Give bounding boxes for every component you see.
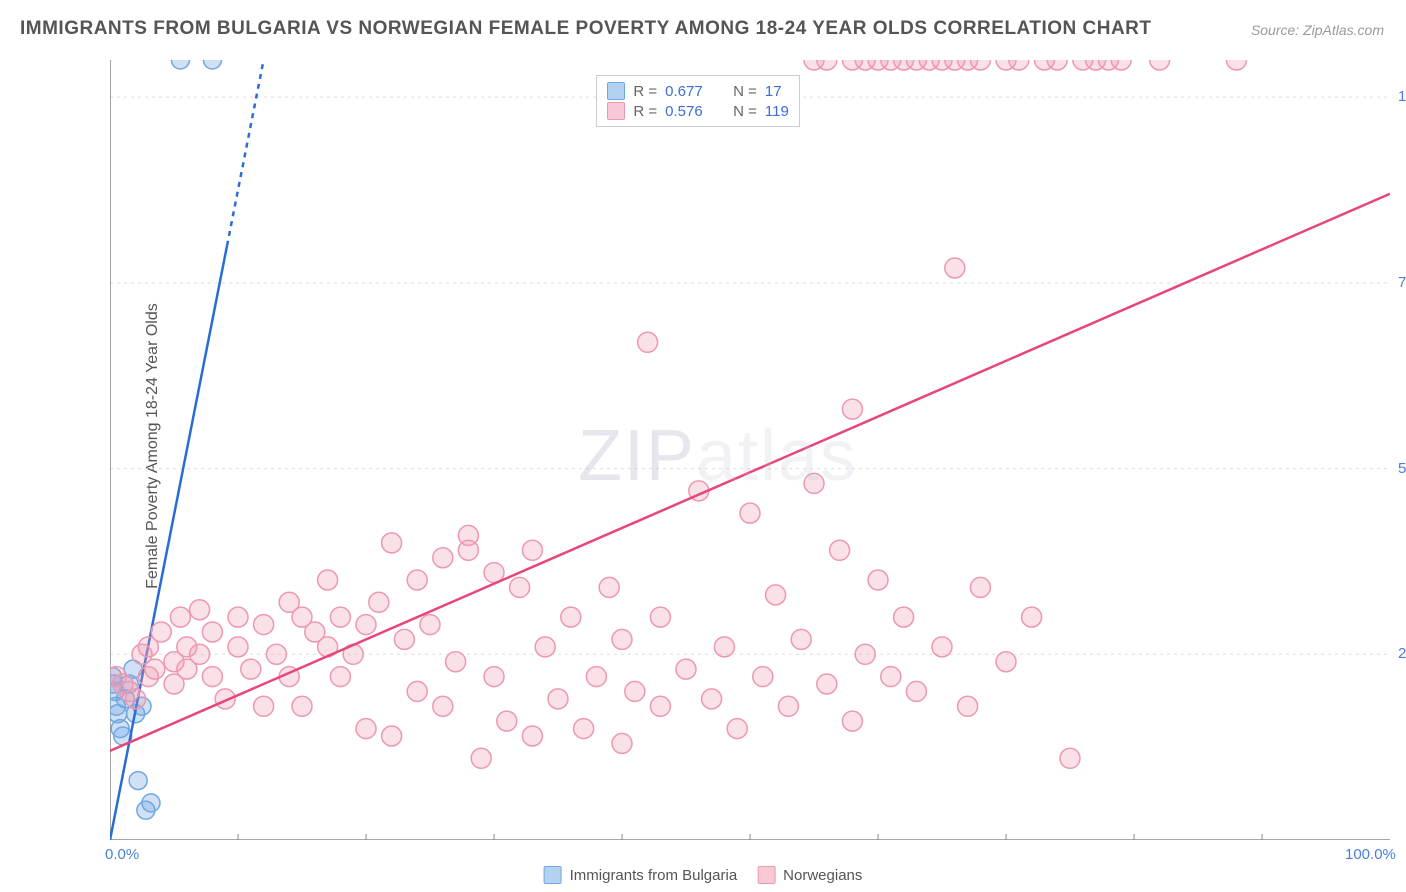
legend-n-value: 17 <box>765 83 782 100</box>
source-attribution: Source: ZipAtlas.com <box>1251 22 1384 38</box>
y-tick-label: 50.0% <box>1398 460 1406 477</box>
legend-row: R = 0.677 N = 17 <box>607 82 788 100</box>
legend-row: R = 0.576 N = 119 <box>607 102 788 120</box>
legend-swatch-icon <box>607 102 625 120</box>
series-legend: Immigrants from Bulgaria Norwegians <box>544 866 863 884</box>
legend-item-label: Immigrants from Bulgaria <box>570 867 738 884</box>
y-tick-label: 25.0% <box>1398 645 1406 662</box>
legend-r-value: 0.576 <box>665 103 715 120</box>
legend-n-label: N = <box>733 103 757 120</box>
legend-n-label: N = <box>733 83 757 100</box>
legend-swatch-icon <box>544 866 562 884</box>
legend-swatch-icon <box>607 82 625 100</box>
chart-area: ZIPatlas R =0.677N =17R =0.576N =119 <box>50 50 1386 862</box>
scatter-plot <box>110 60 1390 840</box>
x-tick-label: 0.0% <box>105 846 139 863</box>
y-tick-label: 100.0% <box>1398 88 1406 105</box>
legend-r-value: 0.677 <box>665 83 715 100</box>
legend-n-value: 119 <box>765 103 789 120</box>
legend-item: Immigrants from Bulgaria <box>544 866 738 884</box>
y-tick-label: 75.0% <box>1398 274 1406 291</box>
legend-item-label: Norwegians <box>783 867 862 884</box>
legend-swatch-icon <box>757 866 775 884</box>
x-tick-label: 100.0% <box>1345 846 1396 863</box>
chart-title: IMMIGRANTS FROM BULGARIA VS NORWEGIAN FE… <box>20 18 1152 40</box>
correlation-legend: R = 0.677 N = 17 R = 0.576 N = 119 <box>596 75 799 127</box>
legend-item: Norwegians <box>757 866 862 884</box>
legend-r-label: R = <box>633 103 657 120</box>
legend-r-label: R = <box>633 83 657 100</box>
